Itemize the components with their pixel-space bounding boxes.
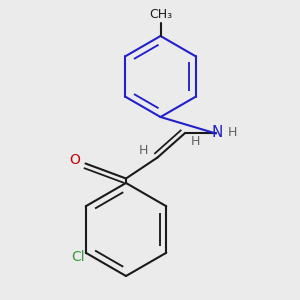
Text: H: H (138, 144, 148, 158)
Text: Cl: Cl (71, 250, 85, 264)
Text: N: N (212, 125, 223, 140)
Text: CH₃: CH₃ (149, 8, 172, 22)
Text: O: O (70, 153, 80, 167)
Text: H: H (228, 126, 237, 140)
Text: H: H (190, 135, 200, 148)
